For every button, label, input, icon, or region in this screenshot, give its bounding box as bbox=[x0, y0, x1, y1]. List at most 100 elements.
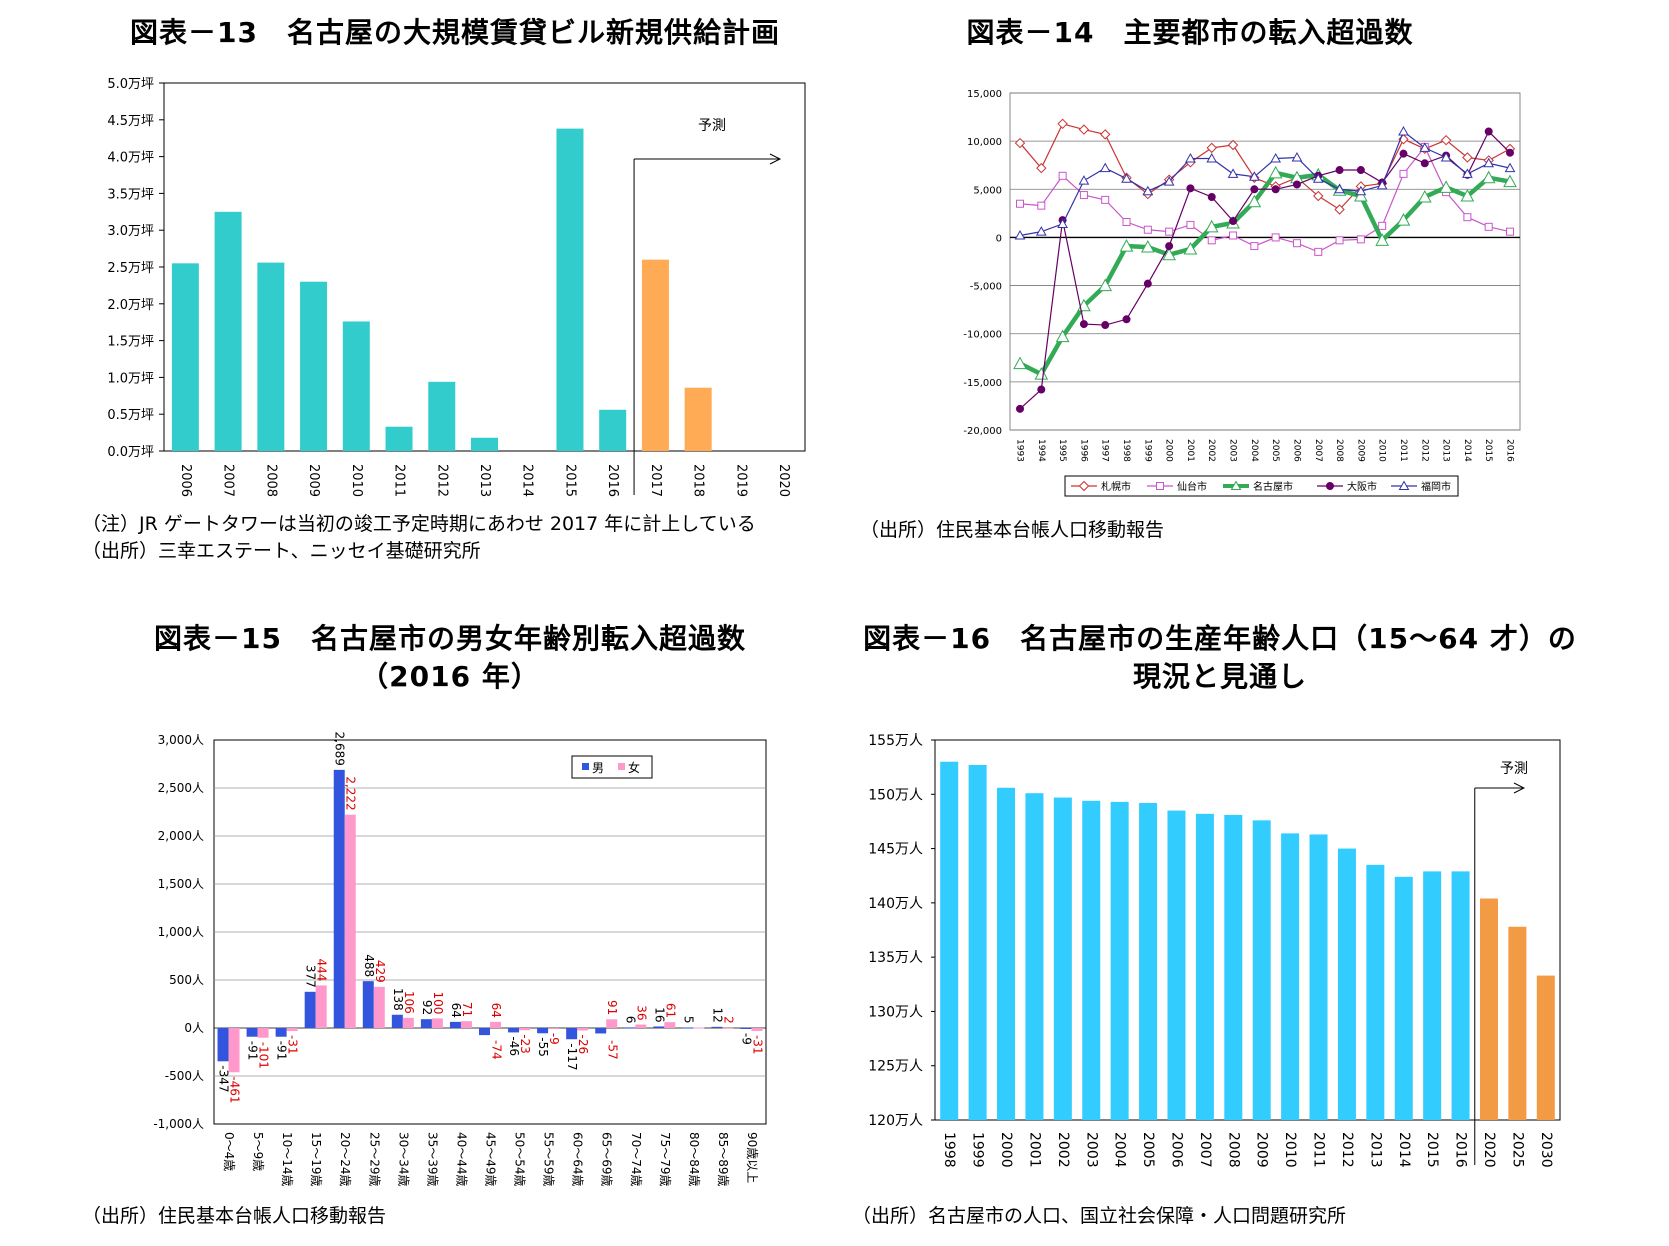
fig14-xtick-label: 1999 bbox=[1142, 439, 1152, 462]
fig14-point-0-21 bbox=[1462, 152, 1473, 163]
fig16-xtick-label: 2003 bbox=[1083, 1132, 1099, 1168]
fig14-point-3-2 bbox=[1058, 216, 1067, 225]
fig13-ytick-label: 1.5万坪 bbox=[107, 335, 154, 350]
fig14-point-3-6 bbox=[1143, 279, 1152, 288]
fig14-xtick-label: 2011 bbox=[1398, 439, 1408, 462]
fig15-data-label: 12 bbox=[710, 1008, 724, 1023]
fig16-bar-2013 bbox=[1366, 864, 1385, 1120]
fig16-xtick-label: 2004 bbox=[1112, 1132, 1128, 1168]
fig14-legend-label: 名古屋市 bbox=[1253, 480, 1293, 493]
fig14-ytick-label: 15,000 bbox=[967, 89, 1002, 100]
fig14-point-1-23 bbox=[1506, 227, 1514, 236]
fig16-ytick-label: 135万人 bbox=[868, 950, 923, 966]
fig14-xtick-label: 1995 bbox=[1057, 439, 1067, 462]
fig14-point-3-10 bbox=[1229, 217, 1238, 226]
fig13-bar-2008 bbox=[257, 262, 285, 451]
fig13-ytick-label: 0.5万坪 bbox=[107, 408, 154, 423]
fig13-source: （出所）三幸エステート、ニッセイ基礎研究所 bbox=[82, 540, 481, 562]
fig14-point-2-1 bbox=[1034, 367, 1049, 380]
fig14-point-4-4 bbox=[1099, 162, 1111, 173]
fig16-bar-2011 bbox=[1309, 834, 1328, 1120]
fig13-bar-2012 bbox=[428, 381, 456, 451]
fig15-bar-男-4 bbox=[333, 769, 345, 1028]
fig15-legend-swatch bbox=[618, 763, 625, 770]
fig13-bar-2017 bbox=[641, 259, 669, 451]
fig15-bar-男-17 bbox=[711, 1026, 723, 1028]
fig15-data-label: -23 bbox=[518, 1034, 532, 1054]
fig15-bar-男-10 bbox=[508, 1028, 520, 1033]
fig14-point-1-9 bbox=[1207, 236, 1216, 245]
fig15-xtick-label: 10～14歳 bbox=[280, 1132, 294, 1187]
fig13-bar-2016 bbox=[599, 409, 627, 451]
fig14-point-0-9 bbox=[1206, 142, 1217, 154]
fig14-legend-marker bbox=[1230, 480, 1242, 490]
fig14-point-2-22 bbox=[1481, 170, 1496, 184]
fig14-point-4-14 bbox=[1312, 173, 1324, 183]
fig14-point-2-19 bbox=[1417, 189, 1432, 203]
fig15-data-label: -46 bbox=[507, 1036, 521, 1056]
fig15-xtick-label: 85～89歳 bbox=[716, 1132, 730, 1187]
fig15-title-line2: （2016 年） bbox=[360, 660, 540, 693]
fig13-xtick-label: 2016 bbox=[605, 464, 620, 497]
fig14-point-1-0 bbox=[1016, 199, 1024, 208]
fig15-xtick-label: 5～9歳 bbox=[251, 1132, 265, 1171]
fig14-point-2-10 bbox=[1226, 215, 1240, 229]
fig14-xtick-label: 2006 bbox=[1291, 439, 1301, 462]
fig15-xtick-label: 45～49歳 bbox=[484, 1132, 498, 1187]
fig14-point-2-6 bbox=[1140, 240, 1155, 253]
fig14-point-1-22 bbox=[1484, 222, 1493, 231]
fig14-legend-marker bbox=[1078, 480, 1090, 492]
fig14-point-1-13 bbox=[1292, 239, 1301, 248]
fig14-point-2-14 bbox=[1311, 167, 1326, 181]
fig14-point-4-7 bbox=[1163, 176, 1175, 186]
fig15-xtick-label: 20～24歳 bbox=[338, 1132, 352, 1187]
fig13-bar-2015 bbox=[556, 128, 584, 451]
fig15-xtick-label: 75～79歳 bbox=[658, 1132, 672, 1187]
fig14-point-4-17 bbox=[1376, 179, 1388, 190]
fig15-data-label: 36 bbox=[634, 1005, 648, 1020]
fig14-point-2-7 bbox=[1162, 247, 1176, 261]
fig15-xtick-label: 35～39歳 bbox=[425, 1132, 439, 1187]
fig14-point-0-7 bbox=[1163, 174, 1175, 185]
fig15-bar-女-17 bbox=[722, 1027, 734, 1029]
fig14-legend-marker bbox=[1156, 482, 1164, 490]
fig14-series-line-2 bbox=[1018, 170, 1511, 378]
fig14-point-2-4 bbox=[1098, 278, 1113, 292]
fig15-bar-男-8 bbox=[449, 1021, 461, 1028]
fig16-bar-2000 bbox=[997, 787, 1016, 1120]
fig15-data-label: 5 bbox=[681, 1016, 695, 1024]
fig15-bar-男-7 bbox=[420, 1019, 432, 1028]
fig15-ytick-label: 0人 bbox=[184, 1021, 204, 1035]
fig14-point-2-17 bbox=[1375, 233, 1390, 246]
fig13-ytick-label: 2.5万坪 bbox=[107, 261, 154, 276]
fig16-bar-2015 bbox=[1423, 871, 1442, 1120]
fig14-point-1-3 bbox=[1079, 191, 1088, 200]
fig15-ytick-label: 2,500人 bbox=[158, 781, 204, 795]
fig14-xtick-label: 2014 bbox=[1462, 439, 1472, 462]
fig14-point-3-15 bbox=[1335, 166, 1344, 175]
fig15-data-label: 64 bbox=[489, 1003, 503, 1018]
fig14-xtick-label: 2013 bbox=[1441, 439, 1451, 462]
fig14-legend-label: 仙台市 bbox=[1177, 480, 1207, 493]
fig16-bar-1999 bbox=[968, 764, 987, 1120]
fig13-forecast-arrowhead bbox=[769, 153, 782, 165]
fig14-point-4-3 bbox=[1078, 175, 1090, 185]
fig14-xtick-label: 2008 bbox=[1334, 439, 1344, 462]
fig15-data-label: 488 bbox=[362, 954, 376, 977]
fig14-legend-label: 福岡市 bbox=[1421, 480, 1451, 493]
fig16-xtick-label: 2010 bbox=[1282, 1132, 1298, 1168]
fig16-xtick-label: 2007 bbox=[1197, 1132, 1213, 1168]
fig14-point-0-13 bbox=[1291, 172, 1303, 183]
fig14-point-0-19 bbox=[1419, 143, 1430, 155]
fig14-ytick-label: -15,000 bbox=[963, 378, 1002, 389]
fig14-ytick-label: -5,000 bbox=[970, 282, 1002, 293]
fig16-xtick-label: 2009 bbox=[1254, 1132, 1270, 1168]
fig13-xtick-label: 2006 bbox=[178, 464, 193, 497]
fig15-data-label: 71 bbox=[460, 1002, 474, 1017]
fig13-xtick-label: 2015 bbox=[562, 464, 577, 497]
fig14-point-1-5 bbox=[1122, 218, 1131, 227]
fig14-point-2-15 bbox=[1332, 183, 1347, 196]
fig15-data-label: -9 bbox=[547, 1033, 561, 1045]
fig16-forecast-label: 予測 bbox=[1500, 761, 1528, 777]
fig16-xtick-label: 2013 bbox=[1367, 1132, 1383, 1168]
